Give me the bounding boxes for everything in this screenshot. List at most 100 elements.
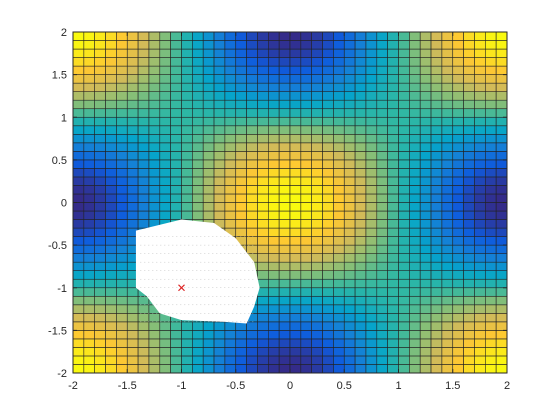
heatmap-cell xyxy=(387,355,399,365)
heatmap-cell xyxy=(289,91,302,101)
heatmap-cell xyxy=(365,108,378,118)
heatmap-cell xyxy=(441,176,454,186)
heatmap-cell xyxy=(105,134,117,144)
heatmap-cell xyxy=(354,99,367,110)
heatmap-cell xyxy=(192,74,204,84)
heatmap-cell xyxy=(387,82,399,92)
heatmap-cell xyxy=(289,219,302,229)
heatmap-cell xyxy=(267,270,280,280)
heatmap-cell xyxy=(192,151,204,161)
heatmap-cell xyxy=(419,253,432,263)
heatmap-cell xyxy=(387,151,399,161)
heatmap-cell xyxy=(419,219,432,229)
x-axis-tick-labels: -2 -1.5 -1 -0.5 0 0.5 1 1.5 2 xyxy=(68,380,510,392)
heatmap-cell xyxy=(94,244,106,254)
heatmap-cell xyxy=(159,40,171,50)
heatmap-cell xyxy=(137,313,150,323)
heatmap-cell xyxy=(333,91,345,101)
heatmap-cell xyxy=(289,313,302,323)
heatmap-cell xyxy=(484,338,497,348)
heatmap-cell xyxy=(213,330,226,340)
heatmap-cell xyxy=(105,253,117,263)
heatmap-cell xyxy=(246,185,258,195)
heatmap-cell xyxy=(365,48,378,58)
heatmap-cell xyxy=(343,219,356,229)
heatmap-cell xyxy=(365,364,378,374)
heatmap-cell xyxy=(116,31,128,41)
heatmap-cell xyxy=(257,159,269,169)
heatmap-cell xyxy=(484,278,497,289)
heatmap-cell xyxy=(376,313,388,323)
heatmap-cell xyxy=(257,347,269,357)
heatmap-cell xyxy=(430,295,443,306)
heatmap-cell xyxy=(72,151,85,161)
heatmap-cell xyxy=(202,210,215,220)
heatmap-cell xyxy=(278,278,291,289)
heatmap-cell xyxy=(289,108,302,118)
heatmap-cell xyxy=(463,65,475,75)
heatmap-cell xyxy=(376,176,388,186)
heatmap-cell xyxy=(116,134,128,144)
heatmap-cell xyxy=(398,65,410,75)
heatmap-cell xyxy=(463,134,475,144)
heatmap-cell xyxy=(126,295,139,306)
heatmap-cell xyxy=(300,202,313,212)
heatmap-cell xyxy=(343,125,356,135)
heatmap-cell xyxy=(387,116,399,127)
heatmap-cell xyxy=(398,116,410,127)
heatmap-cell xyxy=(343,65,356,75)
heatmap-cell xyxy=(289,125,302,135)
heatmap-cell xyxy=(376,82,388,92)
heatmap-cell xyxy=(235,74,247,84)
heatmap-cell xyxy=(452,338,464,348)
heatmap-cell xyxy=(322,330,334,340)
heatmap-cell xyxy=(430,355,443,365)
heatmap-cell xyxy=(463,270,475,280)
heatmap-cell xyxy=(159,116,171,127)
heatmap-cell xyxy=(278,338,291,348)
heatmap-cell xyxy=(484,270,497,280)
heatmap-cell xyxy=(333,31,345,41)
heatmap-cell xyxy=(246,151,258,161)
heatmap-cell xyxy=(322,278,334,289)
heatmap-cell xyxy=(452,57,464,67)
heatmap-cell xyxy=(376,159,388,169)
heatmap-cell xyxy=(267,168,280,178)
heatmap-cell xyxy=(322,321,334,331)
heatmap-cell xyxy=(300,338,313,348)
heatmap-cell xyxy=(354,355,367,365)
heatmap-cell xyxy=(365,168,378,178)
heatmap-cell xyxy=(159,74,171,84)
heatmap-cell xyxy=(116,65,128,75)
heatmap-cell xyxy=(441,330,454,340)
heatmap-cell xyxy=(441,31,454,41)
heatmap-cell xyxy=(116,125,128,135)
heatmap-cell xyxy=(105,40,117,50)
heatmap-cell xyxy=(376,270,388,280)
heatmap-cell xyxy=(202,134,215,144)
heatmap-cell xyxy=(126,338,139,348)
heatmap-cell xyxy=(474,313,486,323)
heatmap-cell xyxy=(289,338,302,348)
heatmap-cell xyxy=(159,108,171,118)
heatmap-cell xyxy=(181,330,193,340)
heatmap-cell xyxy=(495,142,508,152)
heatmap-cell xyxy=(398,210,410,220)
heatmap-cell xyxy=(387,295,399,306)
heatmap-cell xyxy=(365,295,378,306)
heatmap-cell xyxy=(311,364,323,374)
heatmap-cell xyxy=(278,330,291,340)
heatmap-cell xyxy=(419,347,432,357)
heatmap-cell xyxy=(463,176,475,186)
heatmap-cell xyxy=(170,125,182,135)
heatmap-cell xyxy=(105,210,117,220)
heatmap-cell xyxy=(300,159,313,169)
heatmap-cell xyxy=(343,244,356,254)
heatmap-cell xyxy=(409,364,421,374)
heatmap-cell xyxy=(105,116,117,127)
heatmap-cell xyxy=(257,330,269,340)
heatmap-cell xyxy=(322,108,334,118)
heatmap-cell xyxy=(311,355,323,365)
heatmap-cell xyxy=(430,321,443,331)
heatmap-cell xyxy=(137,65,150,75)
